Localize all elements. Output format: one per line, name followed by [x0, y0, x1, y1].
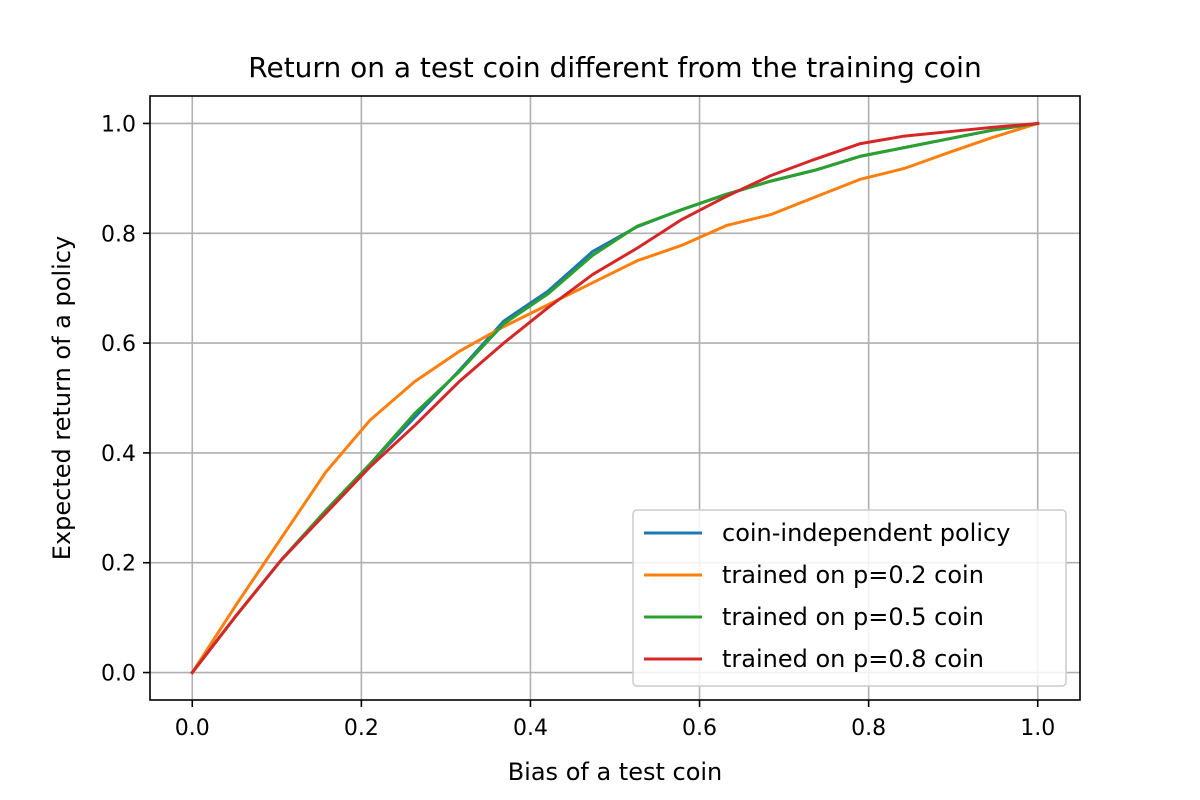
legend-label-2: trained on p=0.2 coin: [722, 561, 984, 589]
legend-box: [632, 509, 1067, 687]
x-axis-label: Bias of a test coin: [508, 758, 723, 786]
y-tick-label: 0.4: [101, 442, 136, 467]
series-line-3: [190, 121, 1040, 675]
axis-ticks: 0.0 0.2 0.4 0.6 0.8 1.0 0.0 0.2 0.4 0.6 0.8 1.0: [101, 112, 1055, 741]
grid: [150, 96, 1080, 700]
series-line-2: [190, 121, 1040, 675]
x-tick-label: 1.0: [1020, 716, 1055, 741]
y-axis-label: Expected return of a policy: [48, 236, 76, 560]
series-line-4: [190, 121, 1040, 675]
chart-title: Return on a test coin different from the…: [248, 51, 981, 84]
legend: coin-independent policy trained on p=0.2 …: [632, 509, 1067, 687]
legend-label-1: coin-independent policy: [722, 519, 1010, 547]
y-tick-label: 0.0: [101, 662, 136, 687]
y-tick-label: 0.8: [101, 222, 136, 247]
y-tick-label: 0.2: [101, 552, 136, 577]
x-tick-label: 0.8: [851, 716, 886, 741]
x-tick-label: 0.0: [175, 716, 210, 741]
legend-label-3: trained on p=0.5 coin: [722, 603, 984, 631]
x-tick-label: 0.2: [344, 716, 379, 741]
plot-frame: [149, 95, 1081, 701]
x-tick-label: 0.6: [682, 716, 717, 741]
x-tick-label: 0.4: [513, 716, 548, 741]
y-tick-label: 1.0: [101, 112, 136, 137]
series-lines: [190, 121, 1040, 675]
legend-label-4: trained on p=0.8 coin: [722, 645, 984, 673]
y-tick-label: 0.6: [101, 332, 136, 357]
